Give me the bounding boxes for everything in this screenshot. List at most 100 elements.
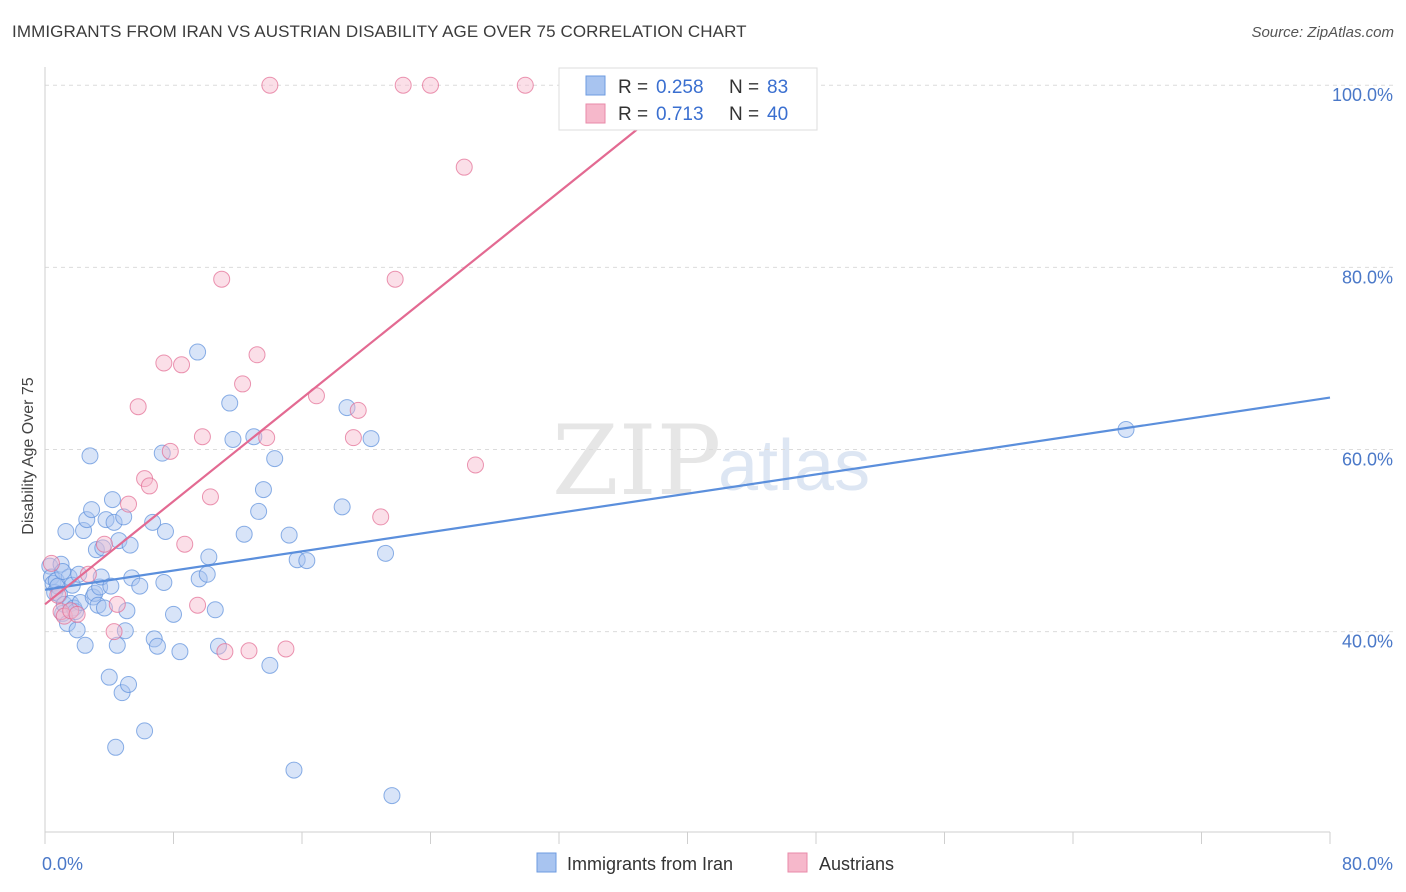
data-point <box>156 522 174 540</box>
stats-r-value-austrians: 0.713 <box>656 104 704 125</box>
data-point <box>110 532 128 550</box>
stats-n-value-iran: 83 <box>767 77 788 98</box>
data-point <box>108 636 126 654</box>
chart-title: IMMIGRANTS FROM IRAN VS AUSTRIAN DISABIL… <box>12 22 747 41</box>
data-point <box>516 76 534 94</box>
gridlines <box>45 84 1394 633</box>
data-point <box>280 526 298 544</box>
data-point <box>102 577 120 595</box>
data-point <box>383 787 401 805</box>
data-point <box>466 456 484 474</box>
axes <box>44 67 1331 844</box>
data-point <box>136 722 154 740</box>
data-point <box>298 552 316 570</box>
data-point <box>338 399 356 417</box>
data-point <box>173 356 191 374</box>
data-point <box>155 573 173 591</box>
data-point <box>190 570 208 588</box>
data-point <box>148 637 166 655</box>
data-point <box>144 513 162 531</box>
data-point <box>100 668 118 686</box>
stats-n-value-austrians: 40 <box>767 104 788 125</box>
data-point <box>120 495 138 513</box>
trend-line-austrians <box>44 75 705 606</box>
stats-r-label-austrians: R = <box>618 104 648 125</box>
data-point <box>250 502 268 520</box>
data-point <box>115 508 133 526</box>
data-point <box>248 346 266 364</box>
data-point <box>349 401 367 419</box>
data-point <box>377 544 395 562</box>
stats-r-value-iran: 0.258 <box>656 77 704 98</box>
data-point <box>68 621 86 639</box>
data-point <box>455 158 473 176</box>
y-axis-label: Disability Age Over 75 <box>20 377 37 535</box>
data-point <box>171 643 189 661</box>
data-point <box>394 76 412 94</box>
data-point <box>213 270 231 288</box>
data-point <box>155 354 173 372</box>
data-point <box>235 525 253 543</box>
data-point <box>240 642 258 660</box>
stats-n-label-iran: N = <box>729 77 759 98</box>
y-tick-label-1: 60.0% <box>1342 450 1393 470</box>
data-point <box>386 270 404 288</box>
series-legend: Immigrants from Iran Austrians <box>536 852 894 874</box>
data-point <box>57 522 75 540</box>
data-point <box>254 481 272 499</box>
legend-label-iran: Immigrants from Iran <box>567 854 733 874</box>
stats-n-label-austrians: N = <box>729 104 759 125</box>
legend-label-austrians: Austrians <box>819 854 894 874</box>
data-point <box>81 447 99 465</box>
data-point <box>70 565 88 583</box>
stats-r-label-iran: R = <box>618 77 648 98</box>
x-tick-label-0: 0.0% <box>42 854 83 874</box>
data-point <box>189 343 207 361</box>
data-point <box>42 554 60 572</box>
y-tick-label-2: 80.0% <box>1342 267 1393 287</box>
data-point <box>140 477 158 495</box>
legend-swatch-austrians <box>787 852 808 873</box>
watermark-atlas: atlas <box>718 426 870 506</box>
data-point <box>131 577 149 595</box>
data-point <box>261 76 279 94</box>
data-point <box>75 522 93 540</box>
data-point <box>120 675 138 693</box>
y-tick-label-0: 40.0% <box>1342 632 1393 652</box>
data-point <box>76 636 94 654</box>
data-point <box>258 429 276 447</box>
data-point <box>261 656 279 674</box>
data-point <box>216 643 234 661</box>
tick-labels: 40.0% 60.0% 80.0% 100.0% 0.0% 80.0% <box>42 85 1393 874</box>
data-point <box>189 596 207 614</box>
data-point <box>67 603 85 621</box>
data-point <box>83 501 101 519</box>
data-point <box>277 640 295 658</box>
stats-legend-swatch-austrians <box>585 103 606 124</box>
data-point <box>68 605 86 623</box>
data-point <box>52 555 70 573</box>
data-point <box>422 76 439 94</box>
data-point <box>193 428 211 446</box>
y-tick-label-3: 100.0% <box>1332 85 1393 105</box>
data-point <box>372 508 390 526</box>
data-point <box>105 623 123 641</box>
stats-legend: R = 0.258 N = 83 R = 0.713 N = 40 <box>558 67 818 131</box>
data-point <box>221 394 239 412</box>
data-point <box>105 513 123 531</box>
data-point <box>52 603 70 621</box>
trend-line-iran <box>44 396 1331 591</box>
chart-source: Source: ZipAtlas.com <box>1251 24 1394 41</box>
data-point <box>107 738 125 756</box>
data-point <box>165 605 182 623</box>
data-point <box>103 491 121 509</box>
watermark-zip: ZIP <box>552 405 721 517</box>
data-point <box>344 429 362 447</box>
data-point <box>161 442 179 460</box>
data-point <box>362 430 380 448</box>
trend-lines <box>44 75 1331 606</box>
data-point <box>266 450 284 468</box>
stats-legend-swatch-iran <box>585 75 606 96</box>
series-austrians <box>42 76 719 661</box>
